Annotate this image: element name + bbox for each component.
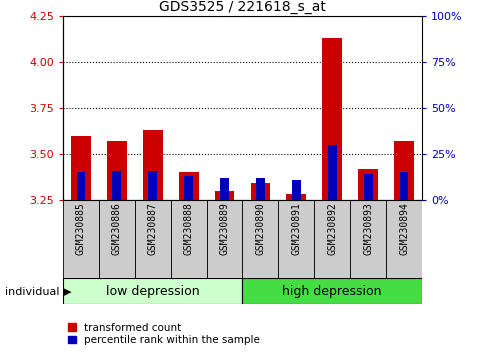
Bar: [179, 172, 198, 200]
Text: GSM230893: GSM230893: [363, 202, 372, 255]
Bar: [112, 171, 121, 200]
Bar: [99, 200, 135, 278]
Bar: [71, 136, 91, 200]
Text: GSM230886: GSM230886: [112, 202, 121, 255]
Legend: transformed count, percentile rank within the sample: transformed count, percentile rank withi…: [68, 322, 259, 345]
Bar: [170, 200, 206, 278]
Bar: [256, 178, 264, 200]
Bar: [349, 200, 385, 278]
Text: GSM230894: GSM230894: [398, 202, 408, 255]
Title: GDS3525 / 221618_s_at: GDS3525 / 221618_s_at: [159, 0, 325, 13]
Bar: [278, 200, 314, 278]
Text: GSM230889: GSM230889: [219, 202, 229, 255]
Bar: [399, 172, 408, 200]
Text: GSM230888: GSM230888: [183, 202, 193, 255]
Bar: [250, 183, 270, 200]
Bar: [242, 278, 421, 304]
Bar: [76, 172, 85, 200]
Bar: [63, 200, 99, 278]
Text: high depression: high depression: [282, 285, 381, 298]
Text: individual ▶: individual ▶: [5, 286, 71, 296]
Bar: [135, 200, 170, 278]
Bar: [322, 38, 341, 200]
Bar: [393, 141, 413, 200]
Bar: [107, 141, 126, 200]
Bar: [314, 200, 349, 278]
Text: GSM230891: GSM230891: [291, 202, 301, 255]
Bar: [184, 176, 193, 200]
Bar: [63, 278, 242, 304]
Bar: [363, 174, 372, 200]
Text: GSM230890: GSM230890: [255, 202, 265, 255]
Text: GSM230892: GSM230892: [327, 202, 336, 255]
Bar: [291, 180, 300, 200]
Bar: [143, 130, 162, 200]
Bar: [206, 200, 242, 278]
Bar: [242, 200, 278, 278]
Bar: [220, 178, 228, 200]
Bar: [286, 194, 305, 200]
Bar: [327, 145, 336, 200]
Text: GSM230887: GSM230887: [148, 202, 157, 255]
Bar: [385, 200, 421, 278]
Text: low depression: low depression: [106, 285, 199, 298]
Bar: [358, 169, 377, 200]
Bar: [214, 191, 234, 200]
Text: GSM230885: GSM230885: [76, 202, 86, 255]
Bar: [148, 171, 157, 200]
